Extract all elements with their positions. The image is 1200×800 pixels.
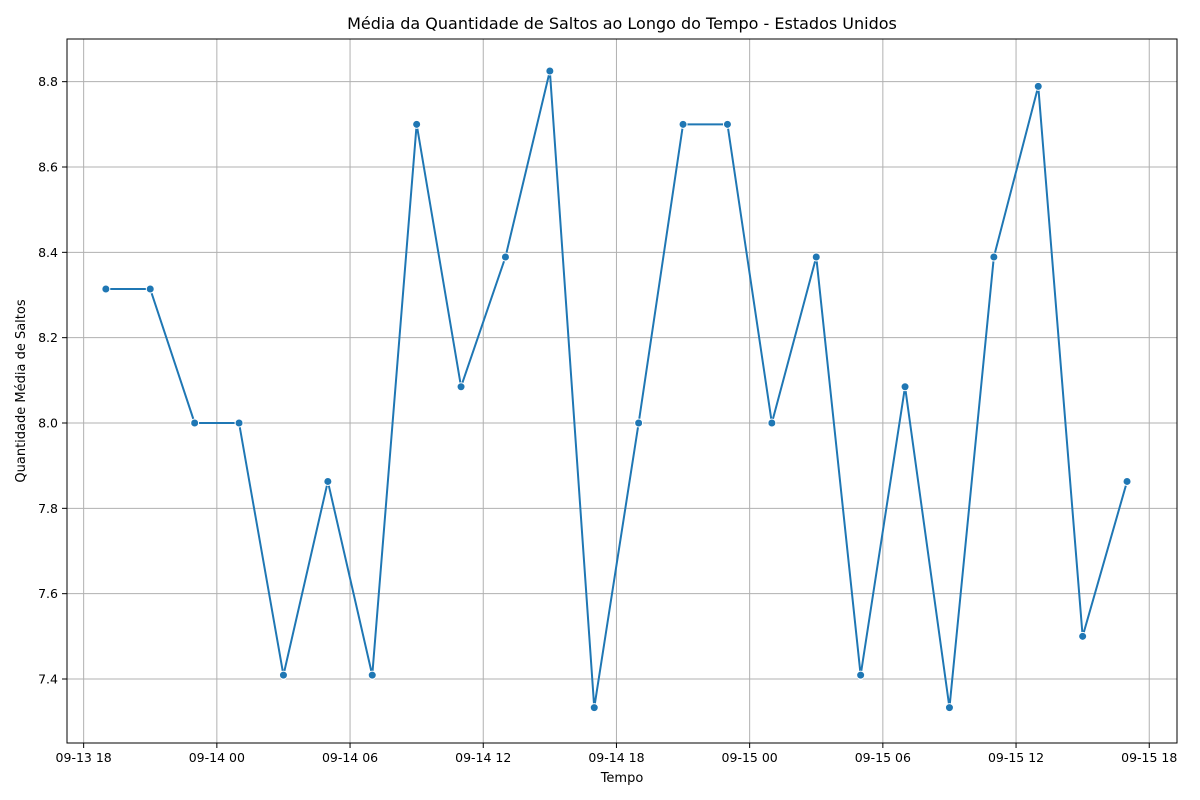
x-tick-label: 09-14 12 [455,750,511,765]
data-point [278,670,288,680]
data-point [856,670,866,680]
y-tick-label: 7.8 [38,501,58,516]
data-point [190,418,200,428]
data-point [989,252,999,262]
y-tick-label: 8.8 [38,74,58,89]
data-point [811,252,821,262]
data-point [722,119,732,129]
data-point [589,703,599,713]
data-point [323,476,333,486]
chart-title: Média da Quantidade de Saltos ao Longo d… [347,14,897,33]
x-tick-label: 09-13 18 [56,750,112,765]
data-point [634,418,644,428]
axis-ticks: 09-13 18 09-14 00 09-14 06 09-14 12 09-14 18… [38,74,1177,765]
data-point [234,418,244,428]
data-point [367,670,377,680]
data-point [1122,476,1132,486]
data-point [456,382,466,392]
x-tick-label: 09-15 06 [855,750,911,765]
plot-frame [66,38,1178,744]
data-point [145,284,155,294]
data-point [900,382,910,392]
data-point [1078,631,1088,641]
y-tick-label: 7.6 [38,586,58,601]
series-layer [101,66,1132,713]
x-tick-label: 09-14 00 [189,750,245,765]
x-tick-label: 09-15 12 [988,750,1044,765]
data-point [678,119,688,129]
y-axis-label: Quantidade Média de Saltos [14,299,29,482]
data-point [412,119,422,129]
data-point [767,418,777,428]
data-point [545,66,555,76]
grid [67,39,1177,743]
y-tick-label: 8.2 [38,330,58,345]
data-point [500,252,510,262]
x-tick-label: 09-15 18 [1121,750,1177,765]
y-tick-label: 8.4 [38,245,58,260]
x-axis-label: Tempo [600,771,644,786]
y-tick-label: 7.4 [38,672,58,687]
x-tick-label: 09-14 06 [322,750,378,765]
y-tick-label: 8.0 [38,416,58,431]
series-line [105,70,1129,709]
y-tick-label: 8.6 [38,160,58,175]
data-point [101,284,111,294]
x-tick-label: 09-15 00 [722,750,778,765]
x-tick-label: 09-14 18 [588,750,644,765]
data-point [944,703,954,713]
data-point [1033,81,1043,91]
